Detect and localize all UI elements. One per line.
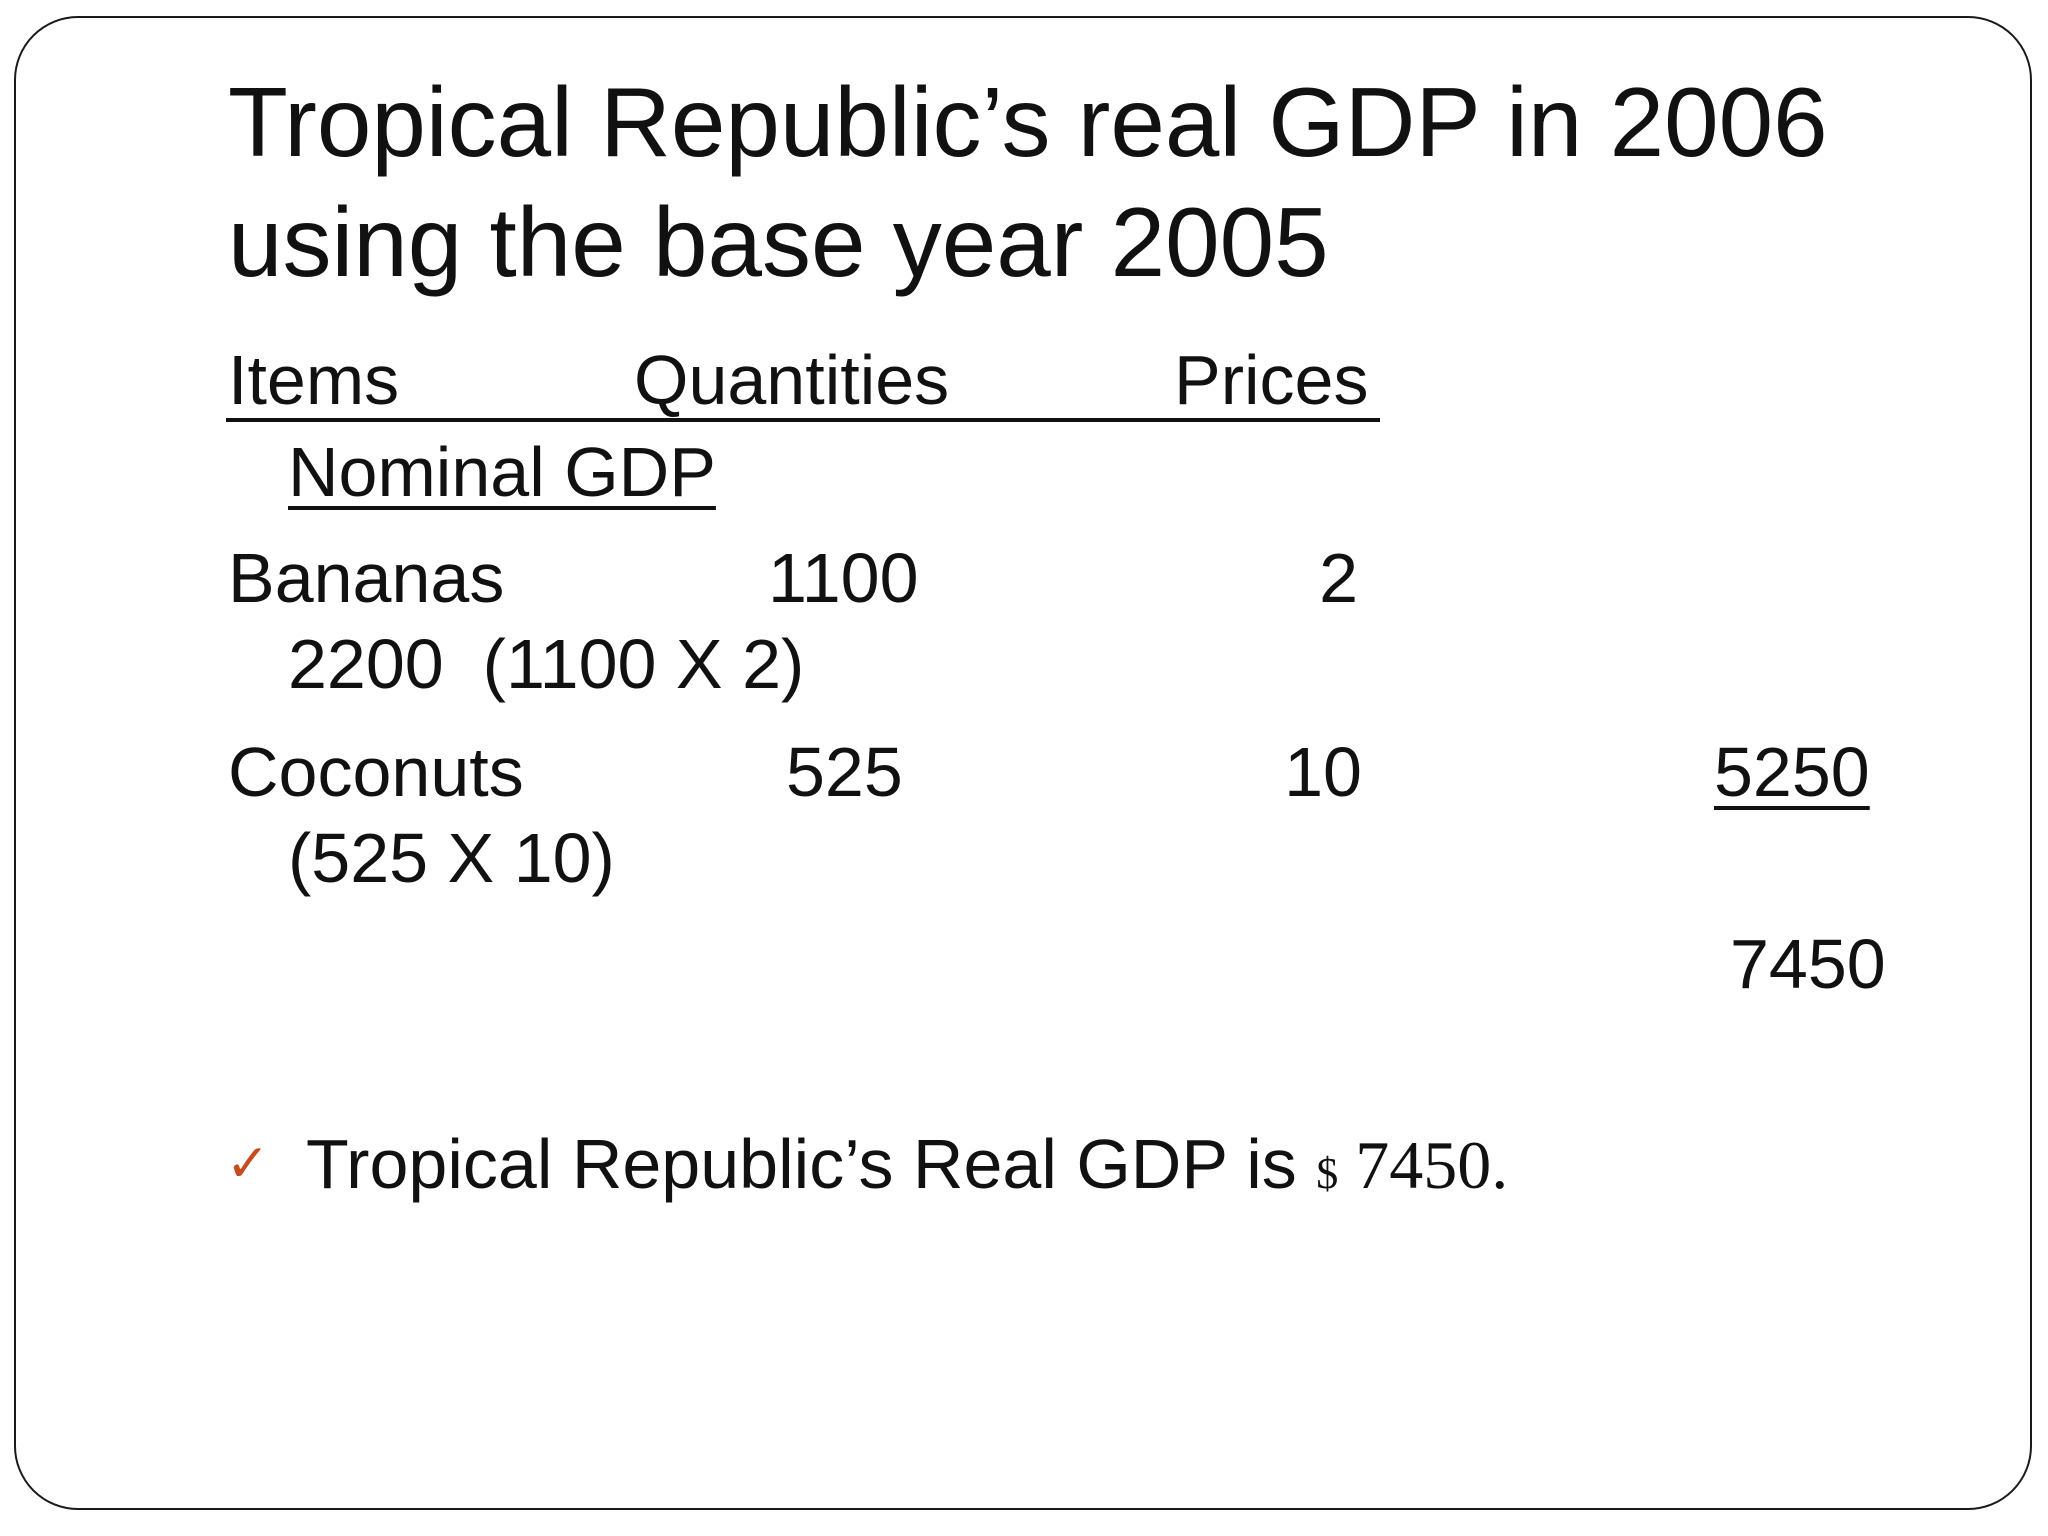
slide-title-line-2: using the base year 2005 xyxy=(228,187,1329,297)
row-bananas-price: 2 xyxy=(1319,539,1358,617)
row-coconuts-quantity: 525 xyxy=(786,733,903,811)
slide-frame xyxy=(14,16,2032,1510)
conclusion-text: Tropical Republic’s Real GDP is xyxy=(306,1125,1297,1203)
slide-title-line-1: Tropical Republic’s real GDP in 2006 xyxy=(228,67,1828,177)
row-bananas-quantity: 1100 xyxy=(768,539,919,617)
checkmark-icon: ✓ xyxy=(226,1134,270,1194)
total-value: 7450 xyxy=(1730,925,1886,1003)
row-coconuts-formula: (525 X 10) xyxy=(288,819,615,897)
header-quantities: Quantities xyxy=(634,341,950,419)
row-coconuts-item: Coconuts xyxy=(228,733,524,811)
row-bananas-formula: (1100 X 2) xyxy=(482,625,805,703)
conclusion-line: Tropical Republic’s Real GDP is $ 7450. xyxy=(306,1124,1508,1214)
header-underline xyxy=(226,418,1380,422)
row-bananas-calc: 2200 (1100 X 2) xyxy=(288,624,804,704)
amount-period: . xyxy=(1491,1127,1509,1203)
slide-title: Tropical Republic’s real GDP in 2006 usi… xyxy=(228,62,1828,302)
amount-value: 7450 xyxy=(1355,1127,1492,1203)
header-prices: Prices xyxy=(1174,341,1369,419)
header-nominal-gdp: Nominal GDP xyxy=(288,433,716,511)
row-bananas-value: 2200 xyxy=(288,625,444,703)
row-coconuts-value: 5250 xyxy=(1714,733,1870,811)
row-coconuts-price: 10 xyxy=(1284,733,1362,811)
conclusion-amount: $ 7450. xyxy=(1316,1127,1508,1203)
header-items: Items xyxy=(228,341,400,419)
currency-symbol: $ xyxy=(1316,1149,1339,1198)
row-bananas-item: Bananas xyxy=(228,539,505,617)
